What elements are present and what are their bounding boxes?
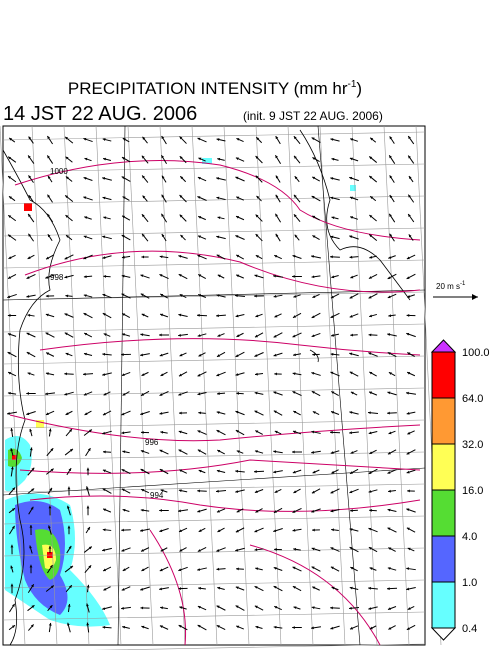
colorbar-segment [432, 398, 455, 444]
colorbar-cap [432, 628, 455, 640]
title-close: ) [356, 79, 362, 98]
map: 1000 998 996 994 [0, 115, 441, 650]
reference-exponent: -1 [460, 281, 466, 287]
colorbar-label: 4.0 [462, 531, 477, 543]
valid-time: 14 JST 22 AUG. 2006 [3, 103, 197, 125]
colorbar-label: 100.0 [462, 347, 490, 359]
title: PRECIPITATION INTENSITY (mm hr-1) [68, 79, 362, 98]
colorbar-segment [432, 536, 455, 582]
precip-area [24, 203, 32, 211]
colorbar-segment [432, 352, 455, 398]
isobar-label: 998 [50, 273, 64, 282]
colorbar: 100.0 64.0 32.0 16.0 4.0 1.0 0.4 [432, 340, 490, 640]
colorbar-cap [432, 340, 455, 352]
title-text: PRECIPITATION INTENSITY (mm hr [68, 79, 348, 98]
colorbar-label: 1.0 [462, 577, 477, 589]
reference-text: 20 m s [436, 282, 460, 291]
colorbar-segment [432, 490, 455, 536]
reference-arrowhead [472, 294, 478, 300]
init-time: (init. 9 JST 22 AUG. 2006) [243, 109, 383, 123]
colorbar-label: 0.4 [462, 623, 477, 635]
colorbar-segment [432, 582, 455, 628]
reference-vector: 20 m s-1 [433, 281, 478, 300]
isobar-label: 994 [150, 491, 164, 500]
isobar-label: 996 [145, 438, 159, 447]
colorbar-segment [432, 444, 455, 490]
colorbar-label: 16.0 [462, 485, 483, 497]
colorbar-label: 64.0 [462, 393, 483, 405]
colorbar-label: 32.0 [462, 439, 483, 451]
reference-label: 20 m s-1 [436, 281, 466, 291]
isobar-label: 1000 [50, 167, 68, 176]
